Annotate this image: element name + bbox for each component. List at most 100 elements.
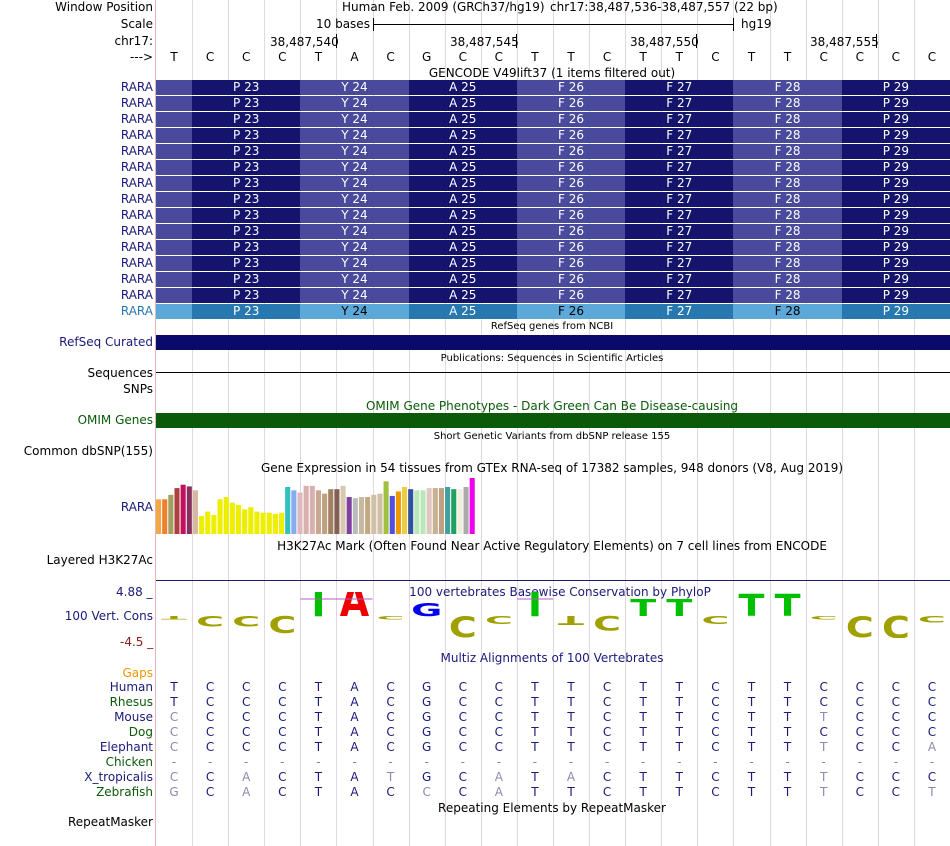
codon-block[interactable]: A 25 bbox=[408, 144, 517, 159]
gencode-gene-label[interactable]: RARA bbox=[120, 176, 153, 190]
codon-block[interactable]: F 26 bbox=[516, 96, 626, 111]
codon-block[interactable]: P 29 bbox=[841, 272, 950, 287]
gtex-bar[interactable] bbox=[211, 514, 217, 534]
codon-block[interactable] bbox=[156, 240, 193, 255]
gencode-gene-label[interactable]: RARA bbox=[120, 128, 153, 142]
gtex-bar[interactable] bbox=[254, 511, 260, 534]
phylop-label[interactable]: 100 Vert. Cons bbox=[64, 609, 153, 623]
gtex-bar[interactable] bbox=[358, 497, 365, 534]
phylop-base-glyph[interactable]: C bbox=[810, 615, 838, 620]
phylop-base-glyph[interactable]: C bbox=[593, 611, 621, 634]
codon-block[interactable]: F 26 bbox=[516, 176, 626, 191]
refseq-track-title[interactable]: RefSeq genes from NCBI bbox=[490, 321, 614, 332]
multiz-track-title[interactable]: Multiz Alignments of 100 Vertebrates bbox=[440, 651, 664, 665]
phylop-base-glyph[interactable]: T bbox=[522, 592, 548, 627]
gtex-track-title[interactable]: Gene Expression in 54 tissues from GTEx … bbox=[260, 461, 844, 475]
codon-block[interactable]: A 25 bbox=[408, 80, 517, 95]
codon-block[interactable]: A 25 bbox=[408, 304, 517, 319]
gtex-bar[interactable] bbox=[235, 504, 242, 534]
h3k27ac-label[interactable]: Layered H3K27Ac bbox=[46, 553, 153, 567]
codon-block[interactable] bbox=[156, 144, 193, 159]
codon-block[interactable]: F 26 bbox=[516, 144, 626, 159]
gtex-bar[interactable] bbox=[426, 488, 432, 534]
phylop-logo[interactable]: T C C C T A C G C C T T CT T C T T C C C C bbox=[156, 592, 950, 638]
codon-block[interactable]: P 23 bbox=[192, 192, 301, 207]
codon-block[interactable]: P 29 bbox=[841, 304, 950, 319]
species-label[interactable]: Rhesus bbox=[109, 695, 153, 709]
gtex-bar[interactable] bbox=[432, 488, 438, 534]
gtex-bar[interactable] bbox=[371, 494, 377, 534]
codon-block[interactable]: F 28 bbox=[733, 256, 842, 271]
codon-block[interactable]: A 25 bbox=[408, 176, 517, 191]
codon-block[interactable]: F 26 bbox=[516, 128, 626, 143]
species-label[interactable]: X_tropicalis bbox=[84, 770, 153, 784]
phylop-base-glyph[interactable]: C bbox=[846, 609, 874, 638]
codon-block[interactable]: P 29 bbox=[841, 192, 950, 207]
codon-block[interactable]: P 29 bbox=[841, 80, 950, 95]
gtex-bar[interactable] bbox=[414, 490, 420, 534]
gtex-bar[interactable] bbox=[168, 494, 174, 534]
codon-block[interactable] bbox=[156, 96, 193, 111]
codon-block[interactable]: P 23 bbox=[192, 304, 301, 319]
gtex-bar[interactable] bbox=[402, 486, 408, 534]
gtex-bar[interactable] bbox=[192, 490, 198, 534]
codon-block[interactable] bbox=[156, 192, 193, 207]
gtex-bar[interactable] bbox=[451, 489, 457, 534]
gtex-bar[interactable] bbox=[469, 478, 475, 534]
codon-block[interactable] bbox=[156, 288, 193, 303]
gtex-bar[interactable] bbox=[223, 497, 229, 534]
phylop-base-glyph[interactable]: G bbox=[411, 600, 442, 620]
codon-block[interactable]: Y 24 bbox=[300, 176, 409, 191]
gencode-gene-label[interactable]: RARA bbox=[120, 304, 153, 318]
codon-block[interactable]: P 29 bbox=[841, 224, 950, 239]
gencode-gene-label[interactable]: RARA bbox=[120, 272, 153, 286]
codon-block[interactable]: F 27 bbox=[625, 176, 734, 191]
codon-block[interactable]: P 29 bbox=[841, 128, 950, 143]
sequences-label[interactable]: Sequences bbox=[87, 366, 153, 380]
codon-block[interactable]: A 25 bbox=[408, 272, 517, 287]
codon-block[interactable]: A 25 bbox=[408, 240, 517, 255]
gtex-bar[interactable] bbox=[334, 489, 340, 534]
dbsnp-track-title[interactable]: Short Genetic Variants from dbSNP releas… bbox=[433, 431, 671, 442]
phylop-base-glyph[interactable]: C bbox=[918, 614, 946, 625]
codon-block[interactable]: F 26 bbox=[516, 304, 626, 319]
codon-block[interactable]: P 23 bbox=[192, 288, 301, 303]
gtex-bar[interactable] bbox=[272, 513, 278, 534]
codon-block[interactable]: F 28 bbox=[733, 288, 842, 303]
gtex-bar[interactable] bbox=[328, 489, 334, 534]
gtex-bar[interactable] bbox=[322, 493, 328, 534]
codon-block[interactable]: A 25 bbox=[408, 112, 517, 127]
codon-block[interactable]: Y 24 bbox=[300, 112, 409, 127]
gtex-bar[interactable] bbox=[156, 499, 162, 534]
refseq-gene-bar[interactable] bbox=[156, 335, 950, 350]
gencode-gene-label[interactable]: RARA bbox=[120, 192, 153, 206]
codon-block[interactable]: F 28 bbox=[733, 208, 842, 223]
gtex-bar[interactable] bbox=[285, 486, 291, 534]
codon-block[interactable]: F 26 bbox=[516, 240, 626, 255]
codon-block[interactable]: F 27 bbox=[625, 192, 734, 207]
codon-block[interactable]: F 27 bbox=[625, 80, 734, 95]
codon-block[interactable]: A 25 bbox=[408, 256, 517, 271]
gtex-bar[interactable] bbox=[174, 488, 180, 534]
codon-block[interactable]: P 29 bbox=[841, 256, 950, 271]
codon-block[interactable] bbox=[156, 256, 193, 271]
codon-block[interactable]: F 26 bbox=[516, 112, 626, 127]
gtex-bar[interactable] bbox=[408, 489, 414, 534]
codon-block[interactable]: F 26 bbox=[516, 192, 626, 207]
phylop-base-glyph[interactable]: T bbox=[161, 615, 188, 620]
species-label[interactable]: Human bbox=[109, 680, 153, 694]
codon-block[interactable]: P 23 bbox=[192, 160, 301, 175]
gtex-label[interactable]: RARA bbox=[120, 500, 153, 514]
gtex-bar[interactable] bbox=[346, 497, 352, 534]
gtex-bar[interactable] bbox=[229, 502, 235, 534]
codon-block[interactable]: P 23 bbox=[192, 112, 301, 127]
gtex-bar[interactable] bbox=[162, 499, 168, 534]
codon-block[interactable]: Y 24 bbox=[300, 240, 409, 255]
phylop-track-title[interactable]: 100 vertebrates Basewise Conservation by… bbox=[409, 585, 711, 599]
gtex-bar[interactable] bbox=[186, 486, 192, 534]
codon-block[interactable]: F 28 bbox=[733, 96, 842, 111]
codon-block[interactable]: P 23 bbox=[192, 272, 301, 287]
codon-block[interactable]: F 27 bbox=[625, 304, 734, 319]
codon-block[interactable]: Y 24 bbox=[300, 224, 409, 239]
codon-block[interactable]: F 27 bbox=[625, 160, 734, 175]
